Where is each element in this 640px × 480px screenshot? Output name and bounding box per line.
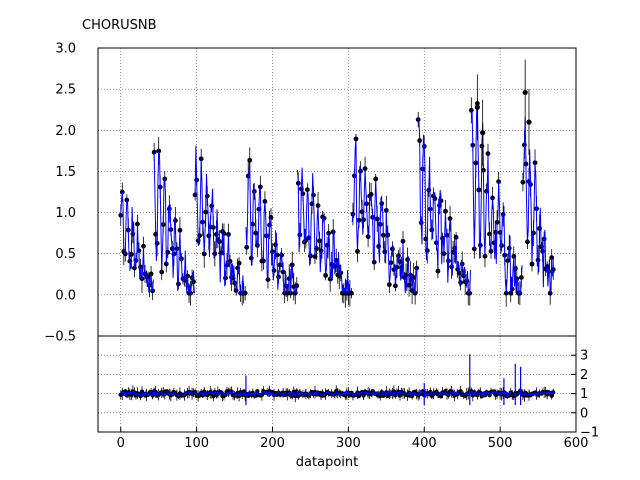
top-y-tick-label: 0.0 [55,288,76,303]
data-point [383,208,389,213]
data-point [386,282,392,287]
top-y-tick-label: 1.5 [55,165,76,180]
chart-title: CHORUSNB [82,18,157,33]
x-tick-label: 300 [336,436,361,451]
data-point [163,261,169,267]
x-tick-label: 600 [564,436,589,451]
bottom-panel: 3 2 1 0 −1 0 100 200 300 400 500 600 [97,335,599,451]
data-point [198,156,204,162]
data-point [522,89,528,96]
top-y-tick-label: −0.5 [44,330,76,345]
x-tick-label: 0 [117,436,125,451]
data-point [526,119,532,125]
top-y-tick-label: 2.5 [55,83,76,98]
data-point [415,117,421,122]
top-y-tick-label: 3.0 [55,42,76,57]
data-point [480,130,486,136]
model-line [120,103,555,295]
top-y-tick-label: 2.0 [55,124,76,139]
x-tick-label: 200 [260,436,285,451]
data-point [177,227,183,233]
data-point [236,260,242,266]
data-point [474,104,480,110]
bottom-y-tick-label: 1 [580,387,588,402]
top-panel: 3.0 2.5 2.0 1.5 1.0 0.5 0.0 −0.5 [44,42,577,345]
x-tick-label: 100 [184,436,209,451]
x-axis-label: datapoint [296,455,358,470]
top-y-tick-label: 0.5 [55,247,76,262]
data-point [471,246,477,252]
x-tick-label: 400 [412,436,437,451]
bottom-frame [97,335,577,433]
data-point [453,234,459,240]
top-y-tick-label: 1.0 [55,206,76,221]
data-point [393,283,398,289]
data-point [368,192,374,197]
bottom-y-tick-label: 0 [580,406,588,421]
data-point [355,248,360,254]
x-tick-label: 500 [488,436,513,451]
bottom-y-tick-label: −1 [580,426,599,441]
bottom-y-tick-label: 2 [580,368,588,383]
data-point [135,221,140,227]
residual-line [120,389,555,398]
data-point [443,208,448,214]
bottom-y-tick-label: 3 [580,349,588,364]
data-point [529,261,535,267]
